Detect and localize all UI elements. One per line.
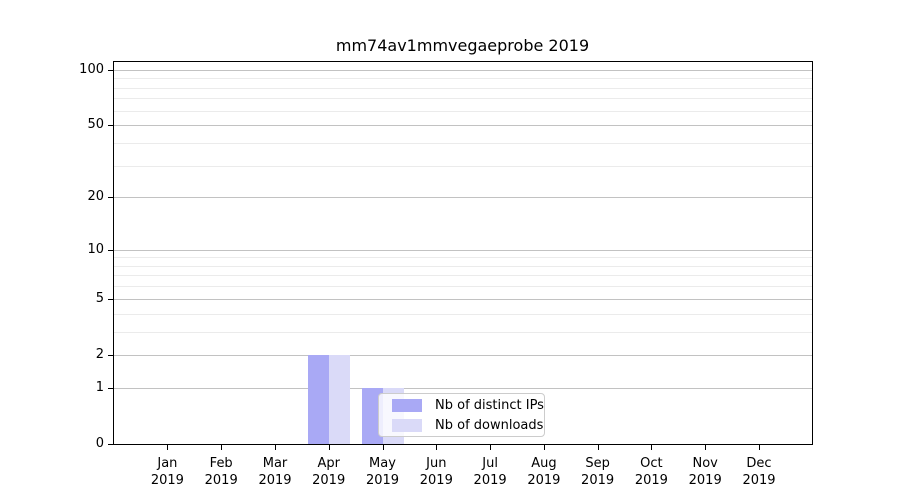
x-tick-label-jan: Jan 2019	[150, 456, 184, 488]
y-tick-label-1: 1	[95, 379, 104, 395]
gridline-minor-30	[114, 165, 812, 167]
gridline-minor-70	[114, 98, 812, 100]
y-tick-label-50: 50	[87, 117, 104, 133]
gridline-major-5	[114, 298, 812, 300]
x-tick-mark-may	[382, 445, 384, 450]
x-tick-mark-nov	[705, 445, 707, 450]
x-tick-label-mar: Mar 2019	[258, 456, 292, 488]
gridline-major-20	[114, 197, 812, 199]
gridline-major-100	[114, 69, 812, 71]
y-tick-mark-0	[108, 444, 113, 445]
x-tick-mark-mar	[275, 445, 276, 450]
x-tick-label-dec: Dec 2019	[742, 456, 776, 488]
gridline-major-10	[114, 249, 812, 251]
gridline-minor-9	[114, 257, 812, 259]
x-tick-mark-feb	[221, 445, 223, 450]
legend-label-distinct-ips: Nb of distinct IPs	[435, 397, 544, 413]
gridline-minor-7	[114, 275, 812, 277]
x-tick-label-may: May 2019	[365, 456, 400, 488]
gridline-minor-40	[114, 142, 812, 144]
legend-swatch-distinct-ips	[392, 398, 422, 412]
x-tick-label-jul: Jul 2019	[473, 456, 507, 488]
x-tick-mark-aug	[543, 445, 545, 450]
y-tick-mark-1	[108, 387, 113, 389]
y-tick-mark-5	[108, 298, 113, 300]
x-tick-label-oct: Oct 2019	[634, 456, 668, 488]
gridline-minor-4	[114, 313, 812, 315]
gridline-major-1	[114, 387, 812, 389]
bar-distinct-ips-may	[361, 387, 383, 444]
gridline-minor-80	[114, 87, 812, 89]
x-tick-label-aug: Aug 2019	[527, 456, 561, 488]
legend-label-downloads: Nb of downloads	[435, 417, 544, 433]
y-tick-label-5: 5	[95, 290, 104, 306]
gridline-major-2	[114, 354, 812, 356]
y-tick-mark-2	[108, 354, 113, 356]
x-tick-label-feb: Feb 2019	[204, 456, 238, 488]
legend-item-distinct-ips: Nb of distinct IPs	[392, 398, 544, 413]
x-tick-mark-sep	[597, 445, 599, 450]
gridline-major-50	[114, 125, 812, 127]
bar-downloads-apr	[328, 354, 350, 444]
x-tick-mark-dec	[759, 445, 760, 450]
x-tick-mark-jun	[436, 445, 438, 450]
gridline-minor-8	[114, 265, 812, 267]
gridline-minor-90	[114, 78, 812, 80]
legend-swatch-downloads	[392, 418, 422, 432]
x-tick-mark-jul	[490, 445, 492, 450]
x-tick-label-sep: Sep 2019	[581, 456, 615, 488]
x-tick-mark-jan	[167, 445, 169, 450]
y-tick-label-100: 100	[79, 61, 104, 77]
y-tick-mark-10	[108, 249, 113, 251]
gridline-minor-6	[114, 286, 812, 288]
y-tick-label-10: 10	[87, 241, 104, 257]
y-tick-mark-100	[108, 69, 113, 71]
legend-item-downloads: Nb of downloads	[392, 418, 544, 433]
x-tick-label-nov: Nov 2019	[688, 456, 722, 488]
y-tick-label-0: 0	[95, 436, 104, 451]
x-tick-label-jun: Jun 2019	[419, 456, 453, 488]
legend: Nb of distinct IPs Nb of downloads	[378, 393, 545, 437]
x-tick-label-apr: Apr 2019	[312, 456, 346, 488]
y-tick-label-2: 2	[95, 346, 104, 362]
x-tick-mark-oct	[651, 445, 653, 450]
gridline-minor-3	[114, 331, 812, 333]
chart-title: mm74av1mmvegaeprobe 2019	[335, 36, 590, 55]
gridline-minor-60	[114, 110, 812, 112]
y-tick-label-20: 20	[87, 189, 104, 205]
bar-distinct-ips-apr	[307, 354, 329, 444]
y-tick-mark-50	[108, 125, 113, 127]
plot-area	[113, 61, 813, 445]
y-tick-mark-20	[108, 197, 113, 199]
x-tick-mark-apr	[328, 445, 330, 450]
